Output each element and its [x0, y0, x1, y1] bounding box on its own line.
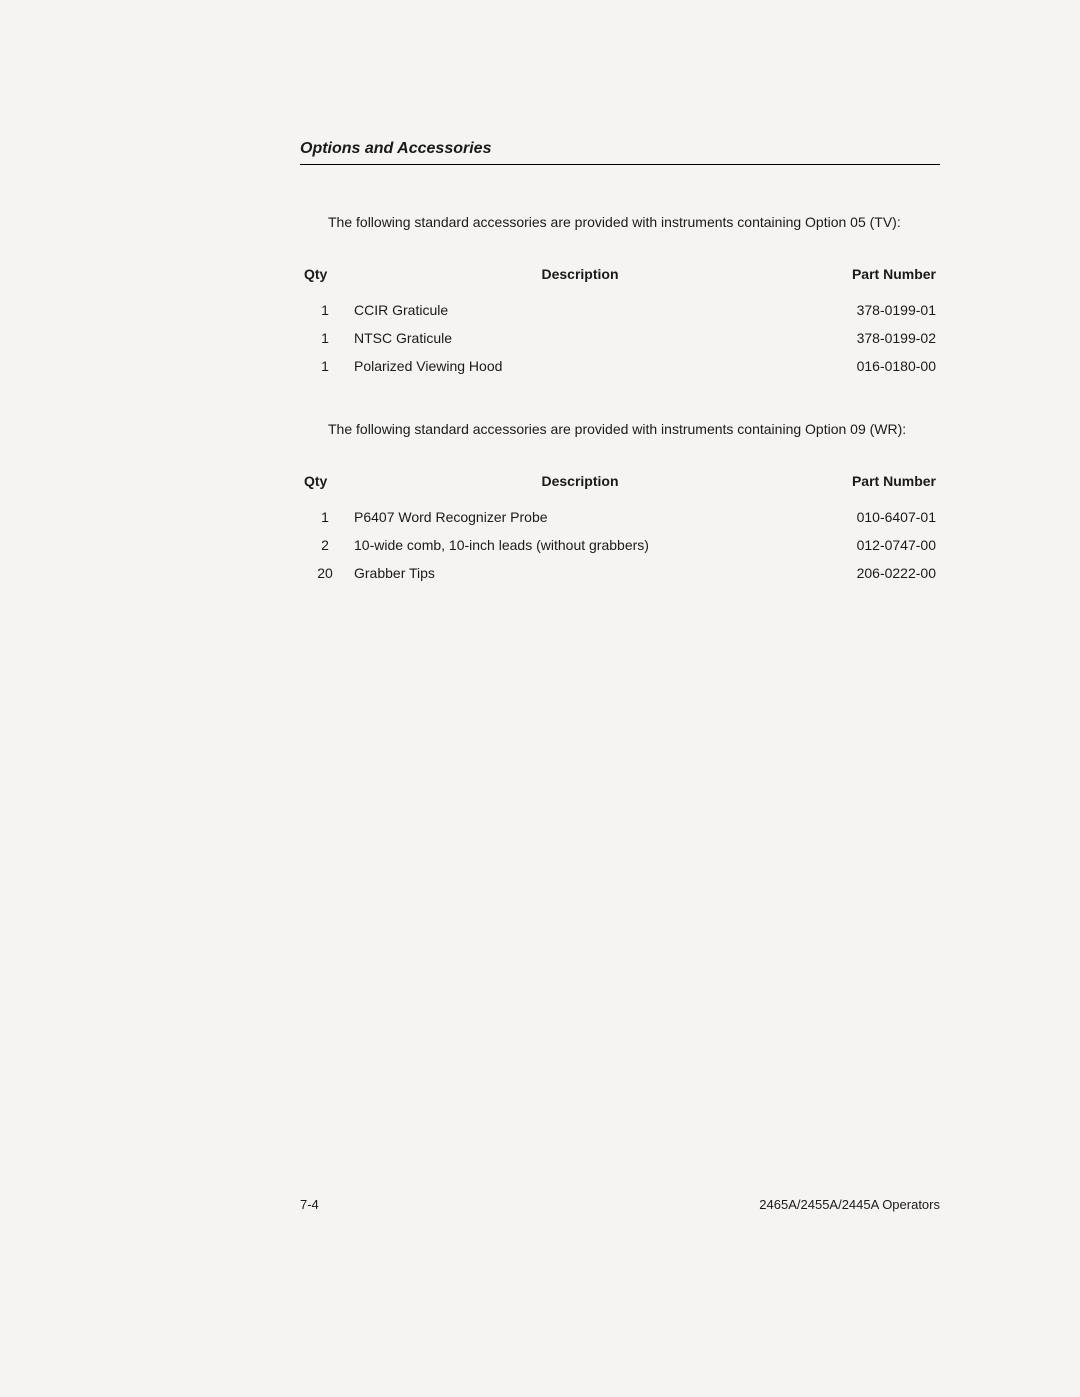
col-pn: Part Number — [810, 467, 940, 503]
table-row: 1 Polarized Viewing Hood 016-0180-00 — [300, 352, 940, 380]
col-desc: Description — [350, 467, 810, 503]
cell-pn: 010-6407-01 — [810, 503, 940, 531]
cell-pn: 012-0747-00 — [810, 531, 940, 559]
col-desc: Description — [350, 260, 810, 296]
cell-pn: 378-0199-02 — [810, 324, 940, 352]
option05-table: Qty Description Part Number 1 CCIR Grati… — [300, 260, 940, 380]
cell-desc: Grabber Tips — [350, 559, 810, 587]
table-header-row: Qty Description Part Number — [300, 467, 940, 503]
cell-qty: 1 — [300, 352, 350, 380]
cell-qty: 1 — [300, 324, 350, 352]
cell-qty: 2 — [300, 531, 350, 559]
option05-intro: The following standard accessories are p… — [300, 213, 940, 232]
cell-desc: 10-wide comb, 10-inch leads (without gra… — [350, 531, 810, 559]
cell-qty: 1 — [300, 503, 350, 531]
cell-desc: Polarized Viewing Hood — [350, 352, 810, 380]
section-title: Options and Accessories — [300, 140, 940, 165]
cell-pn: 206-0222-00 — [810, 559, 940, 587]
table-row: 1 P6407 Word Recognizer Probe 010-6407-0… — [300, 503, 940, 531]
table-row: 1 CCIR Graticule 378-0199-01 — [300, 296, 940, 324]
cell-desc: NTSC Graticule — [350, 324, 810, 352]
page-footer: 7-4 2465A/2455A/2445A Operators — [300, 1197, 940, 1212]
table-row: 1 NTSC Graticule 378-0199-02 — [300, 324, 940, 352]
cell-desc: P6407 Word Recognizer Probe — [350, 503, 810, 531]
option09-intro: The following standard accessories are p… — [300, 420, 940, 439]
col-pn: Part Number — [810, 260, 940, 296]
col-qty: Qty — [300, 467, 350, 503]
doc-id: 2465A/2455A/2445A Operators — [759, 1197, 940, 1212]
cell-pn: 016-0180-00 — [810, 352, 940, 380]
cell-qty: 20 — [300, 559, 350, 587]
cell-pn: 378-0199-01 — [810, 296, 940, 324]
table-row: 2 10-wide comb, 10-inch leads (without g… — [300, 531, 940, 559]
table-row: 20 Grabber Tips 206-0222-00 — [300, 559, 940, 587]
cell-qty: 1 — [300, 296, 350, 324]
page-content: Options and Accessories The following st… — [300, 140, 940, 627]
page-number: 7-4 — [300, 1197, 319, 1212]
col-qty: Qty — [300, 260, 350, 296]
option09-table: Qty Description Part Number 1 P6407 Word… — [300, 467, 940, 587]
table-header-row: Qty Description Part Number — [300, 260, 940, 296]
cell-desc: CCIR Graticule — [350, 296, 810, 324]
